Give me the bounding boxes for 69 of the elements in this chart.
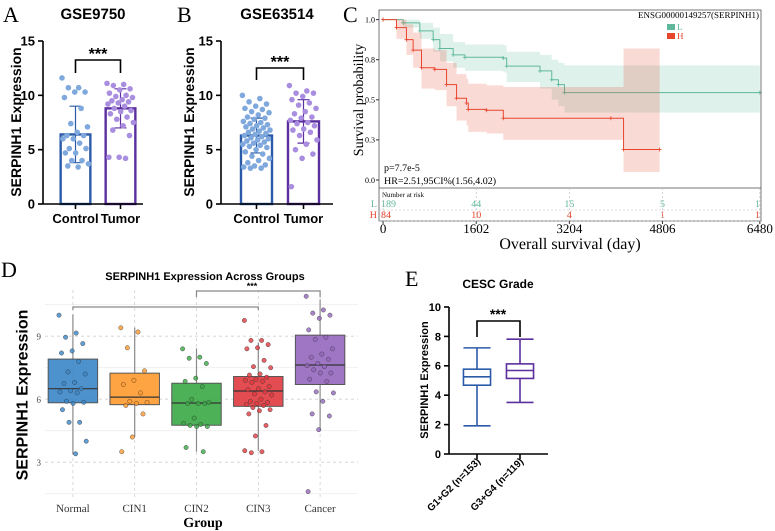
- text: A: [3, 2, 19, 27]
- y-tick-label: 1.0: [365, 15, 375, 24]
- y-axis-title: SERPINH1 Expression: [180, 47, 197, 197]
- text: 1: [755, 210, 760, 221]
- x-tick-label: 3204: [556, 221, 583, 236]
- x-tick-label: Tumor: [284, 211, 324, 226]
- text: 10: [471, 210, 482, 221]
- y-tick-label: 6: [36, 394, 42, 404]
- y-tick-label: 0.8: [365, 56, 375, 65]
- x-tick-label: Tumor: [100, 211, 140, 226]
- y-tick-label: 15: [20, 34, 35, 49]
- text: B: [177, 2, 192, 27]
- text: L: [370, 199, 377, 210]
- y-tick-label: 0.5: [365, 96, 375, 105]
- x-tick-label: 6480: [746, 221, 773, 236]
- y-tick-label: 0: [28, 196, 35, 212]
- y-tick-label: 5: [206, 142, 213, 158]
- y-axis-title: SERPINH1 Expression: [14, 310, 32, 480]
- y-tick-label: 4: [434, 390, 442, 402]
- y-tick-label: 0: [206, 196, 213, 212]
- y-tick-label: 2: [434, 419, 441, 432]
- annotation: ***: [88, 46, 108, 63]
- x-tick-label: Normal: [56, 503, 90, 515]
- y-tick-label: 10: [198, 88, 213, 103]
- x-axis-title: Group: [183, 516, 223, 531]
- x-tick-label: CIN1: [122, 503, 147, 515]
- legend-title: ENSG00000149257(SERPINH1): [638, 10, 759, 20]
- text: 44: [471, 199, 482, 210]
- y-tick-label: 6: [434, 360, 441, 373]
- y-tick-label: 0.0: [365, 176, 375, 185]
- annotation: ***: [490, 306, 507, 322]
- x-tick-label: CIN3: [246, 503, 272, 515]
- text: 189: [381, 199, 396, 210]
- y-axis-title: SERPINH1 Expression: [418, 321, 431, 439]
- annotation: ***: [270, 54, 290, 71]
- legend-label: H: [677, 31, 684, 41]
- text: 5: [660, 199, 666, 210]
- text: C: [343, 2, 358, 27]
- annotation: ***: [246, 281, 258, 291]
- text: 1: [660, 210, 666, 221]
- text: E: [405, 266, 418, 291]
- y-tick-label: 5: [28, 142, 35, 158]
- text: D: [1, 257, 17, 282]
- y-tick-label: 9: [36, 331, 42, 342]
- x-axis-title: Overall survival (day): [499, 236, 641, 253]
- chart-title: GSE9750: [60, 6, 126, 23]
- y-tick-label: 10: [428, 302, 441, 314]
- chart-title: GSE63514: [240, 6, 314, 23]
- x-tick-label: Cancer: [304, 503, 336, 515]
- text: 1: [755, 199, 760, 210]
- text: 15: [564, 199, 574, 210]
- x-tick-label: 1602: [463, 221, 490, 236]
- annotation: HR=2.51,95CI%(1.56,4.02): [384, 176, 496, 187]
- x-tick-label: CIN2: [184, 503, 209, 515]
- chart-title: CESC Grade: [462, 277, 534, 291]
- annotation: p=7.7e-5: [384, 163, 420, 174]
- chart-title: SERPINH1 Expression Across Groups: [105, 271, 305, 283]
- y-tick-label: 3: [36, 457, 42, 468]
- x-tick-label: Control: [52, 211, 99, 226]
- x-tick-label: 4806: [650, 221, 676, 236]
- x-tick-label: 0: [380, 221, 386, 236]
- text: 4: [566, 210, 572, 221]
- x-tick-label: Control: [233, 211, 280, 226]
- y-tick-label: 15: [198, 34, 213, 49]
- text: H: [370, 210, 377, 221]
- text: 84: [381, 210, 391, 221]
- legend-label: L: [677, 22, 682, 32]
- y-tick-label: 8: [434, 331, 441, 344]
- y-tick-label: 0.3: [365, 136, 375, 145]
